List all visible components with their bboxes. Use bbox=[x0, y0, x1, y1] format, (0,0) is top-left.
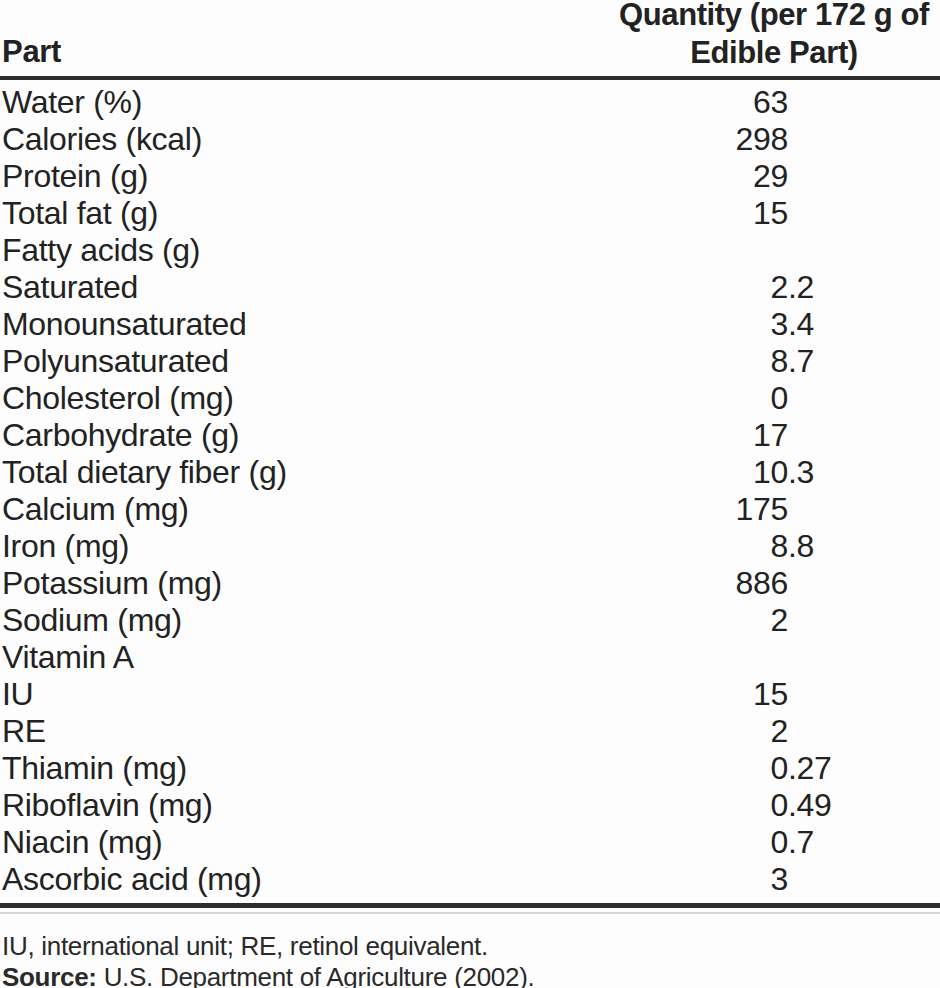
row-value bbox=[0, 232, 940, 269]
value-fraction-part: .3 bbox=[788, 454, 814, 490]
value-fraction-part: .7 bbox=[788, 343, 814, 379]
row-value: 17 bbox=[0, 417, 940, 454]
table-row: Saturated 2.2 bbox=[0, 269, 940, 306]
row-value: 2.2 bbox=[0, 269, 940, 306]
row-value: 8.7 bbox=[0, 343, 940, 380]
row-value: 29 bbox=[0, 158, 940, 195]
value-integer-part: 10 bbox=[0, 454, 788, 491]
value-integer-part: 3 bbox=[0, 306, 788, 343]
value-integer-part: 2 bbox=[0, 602, 788, 639]
table-row: Monounsaturated 3.4 bbox=[0, 306, 940, 343]
table-row: Water (%) 63 bbox=[0, 84, 940, 121]
source-text: U.S. Department of Agriculture (2002). bbox=[97, 962, 535, 988]
table-row: Fatty acids (g) bbox=[0, 232, 940, 269]
table-row: Carbohydrate (g) 17 bbox=[0, 417, 940, 454]
table-body: Water (%) 63 Calories (kcal) 298 Protein… bbox=[0, 84, 940, 898]
table-row: Potassium (mg) 886 bbox=[0, 565, 940, 602]
column-header-quantity-line2: Edible Part) bbox=[608, 34, 940, 72]
footnotes: IU, international unit; RE, retinol equi… bbox=[2, 931, 534, 988]
table-row: Calories (kcal) 298 bbox=[0, 121, 940, 158]
abbreviation-note: IU, international unit; RE, retinol equi… bbox=[2, 931, 534, 962]
value-fraction-part: .7 bbox=[788, 824, 814, 860]
value-integer-part: 2 bbox=[0, 713, 788, 750]
row-value: 298 bbox=[0, 121, 940, 158]
row-value: 886 bbox=[0, 565, 940, 602]
table-row: Protein (g) 29 bbox=[0, 158, 940, 195]
row-value: 15 bbox=[0, 195, 940, 232]
value-integer-part: 0 bbox=[0, 824, 788, 861]
value-integer-part: 886 bbox=[0, 565, 788, 602]
row-value: 3.4 bbox=[0, 306, 940, 343]
row-value: 0.7 bbox=[0, 824, 940, 861]
value-integer-part: 2 bbox=[0, 269, 788, 306]
value-integer-part: 0 bbox=[0, 380, 788, 417]
value-integer-part: 175 bbox=[0, 491, 788, 528]
row-value: 0 bbox=[0, 380, 940, 417]
table-header: Part Quantity (per 172 g of Edible Part) bbox=[0, 0, 940, 76]
value-integer-part: 8 bbox=[0, 343, 788, 380]
table-row: Sodium (mg) 2 bbox=[0, 602, 940, 639]
row-value: 10.3 bbox=[0, 454, 940, 491]
value-integer-part: 0 bbox=[0, 750, 788, 787]
column-header-quantity-line1: Quantity (per 172 g of bbox=[608, 0, 940, 34]
row-value: 2 bbox=[0, 713, 940, 750]
value-fraction-part: .49 bbox=[788, 787, 832, 823]
value-integer-part: 3 bbox=[0, 861, 788, 898]
value-integer-part: 0 bbox=[0, 787, 788, 824]
row-value: 63 bbox=[0, 84, 940, 121]
row-value: 2 bbox=[0, 602, 940, 639]
value-integer-part: 8 bbox=[0, 528, 788, 565]
value-fraction-part: .8 bbox=[788, 528, 814, 564]
value-integer-part: 29 bbox=[0, 158, 788, 195]
value-integer-part: 298 bbox=[0, 121, 788, 158]
table-row: Calcium (mg) 175 bbox=[0, 491, 940, 528]
table-row: Cholesterol (mg) 0 bbox=[0, 380, 940, 417]
table-row: Niacin (mg) 0.7 bbox=[0, 824, 940, 861]
value-integer-part: 15 bbox=[0, 195, 788, 232]
row-value: 15 bbox=[0, 676, 940, 713]
table-row: Ascorbic acid (mg) 3 bbox=[0, 861, 940, 898]
row-value: 0.27 bbox=[0, 750, 940, 787]
table-row: IU 15 bbox=[0, 676, 940, 713]
source-label: Source: bbox=[2, 962, 97, 988]
table-row: Total fat (g) 15 bbox=[0, 195, 940, 232]
column-header-quantity: Quantity (per 172 g of Edible Part) bbox=[608, 0, 940, 72]
row-value: 3 bbox=[0, 861, 940, 898]
row-value bbox=[0, 639, 940, 676]
value-fraction-part: .2 bbox=[788, 269, 814, 305]
row-value: 8.8 bbox=[0, 528, 940, 565]
table-row: Total dietary fiber (g) 10.3 bbox=[0, 454, 940, 491]
table-row: Iron (mg) 8.8 bbox=[0, 528, 940, 565]
bottom-rule bbox=[0, 903, 940, 908]
table-row: RE 2 bbox=[0, 713, 940, 750]
value-fraction-part: .4 bbox=[788, 306, 814, 342]
value-integer-part: 17 bbox=[0, 417, 788, 454]
table-row: Vitamin A bbox=[0, 639, 940, 676]
value-integer-part: 15 bbox=[0, 676, 788, 713]
column-header-part: Part bbox=[2, 34, 61, 70]
row-value: 175 bbox=[0, 491, 940, 528]
value-fraction-part: .27 bbox=[788, 750, 832, 786]
row-value: 0.49 bbox=[0, 787, 940, 824]
table-row: Polyunsaturated 8.7 bbox=[0, 343, 940, 380]
value-integer-part: 63 bbox=[0, 84, 788, 121]
nutrition-table-page: Part Quantity (per 172 g of Edible Part)… bbox=[0, 0, 940, 988]
table-row: Thiamin (mg) 0.27 bbox=[0, 750, 940, 787]
table-row: Riboflavin (mg) 0.49 bbox=[0, 787, 940, 824]
source-note: Source: U.S. Department of Agriculture (… bbox=[2, 962, 534, 988]
bottom-rule-shadow bbox=[0, 912, 940, 914]
header-rule bbox=[0, 76, 940, 80]
